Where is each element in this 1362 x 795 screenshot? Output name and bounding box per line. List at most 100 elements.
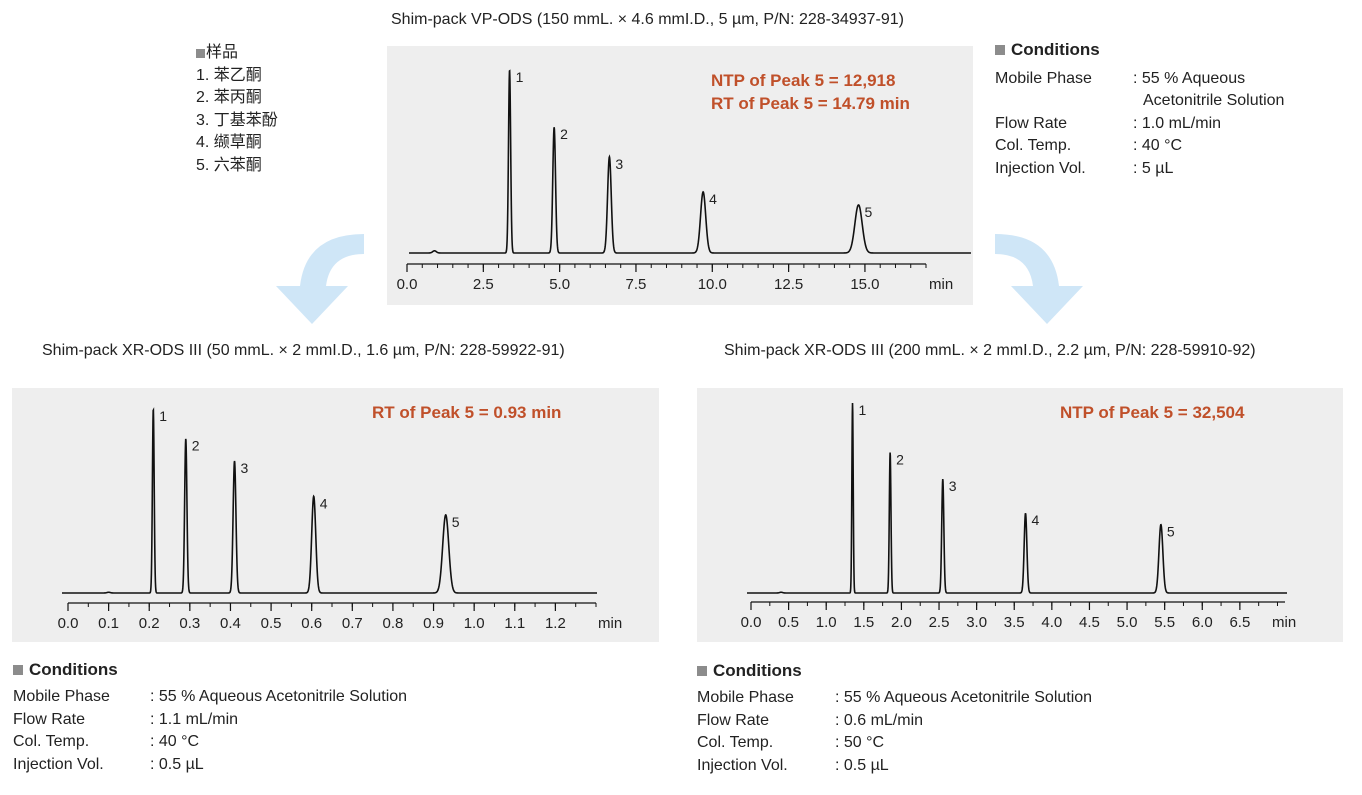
peak-label: 5: [1167, 524, 1175, 540]
x-axis-unit: min: [598, 615, 622, 632]
condition-label: Col. Temp.: [13, 733, 90, 750]
condition-label: Mobile Phase: [13, 688, 110, 705]
tick-label: 0.6: [301, 615, 322, 632]
condition-value: : 55 % Aqueous: [1133, 70, 1246, 87]
peak-label: 3: [615, 156, 623, 172]
condition-label: Col. Temp.: [697, 734, 774, 751]
tick-label: 0.5: [778, 614, 799, 631]
chromatogram-trace: [409, 69, 971, 254]
tick-label: 0.3: [179, 615, 200, 632]
peak-label: 1: [516, 69, 524, 85]
condition-value: : 55 % Aqueous Acetonitrile Solution: [835, 689, 1093, 706]
peak-label: 4: [1032, 512, 1040, 528]
tick-label: 1.1: [504, 615, 525, 632]
tick-label: 0.1: [98, 615, 119, 632]
tick-label: 5.0: [549, 276, 570, 293]
sample-heading-text: 样品: [206, 44, 239, 61]
chart-title-top: Shim-pack VP-ODS (150 mmL. × 4.6 mmI.D.,…: [391, 11, 904, 28]
square-bullet-icon: [995, 45, 1005, 55]
tick-label: 5.0: [1117, 614, 1138, 631]
tick-label: 5.5: [1154, 614, 1175, 631]
x-axis-unit: min: [929, 276, 953, 293]
peak-label: 2: [896, 451, 904, 467]
sample-item: 3. 丁基苯酚: [196, 111, 278, 129]
tick-label: 0.4: [220, 615, 241, 632]
tick-label: 1.0: [816, 614, 837, 631]
chromatogram-trace: [747, 403, 1287, 594]
tick-label: 1.2: [545, 615, 566, 632]
curved-arrow-left-icon: [276, 234, 364, 324]
tick-label: 1.5: [853, 614, 874, 631]
chart-title-left: Shim-pack XR-ODS III (50 mmL. × 2 mmI.D.…: [42, 342, 565, 359]
peak-label: 3: [241, 460, 249, 476]
condition-value-cont: Acetonitrile Solution: [1143, 92, 1285, 109]
condition-label: Mobile Phase: [995, 70, 1092, 87]
tick-label: 3.5: [1004, 614, 1025, 631]
condition-value: : 55 % Aqueous Acetonitrile Solution: [150, 688, 408, 705]
chromatogram-top: 0.0 2.5 5.0 7.5 10.0 12.5 15.0 min 1 2 3 4 5: [397, 69, 971, 293]
condition-label: Injection Vol.: [995, 160, 1086, 177]
chart-panel-left: 0.0 0.1 0.2 0.3 0.4 0.5 0.6 0.7 0.8 0.9 1.0 1.1 1.2 m…: [12, 388, 659, 642]
chart-panel-top: 0.0 2.5 5.0 7.5 10.0 12.5 15.0 min 1 2 3 4 5 NTP of …: [387, 46, 973, 305]
sample-item: 2. 苯丙酮: [196, 89, 262, 106]
tick-label: 10.0: [698, 276, 727, 293]
condition-label: Flow Rate: [13, 711, 86, 728]
tick-label: 4.0: [1041, 614, 1062, 631]
tick-label: 0.7: [342, 615, 363, 632]
tick-label: 6.0: [1192, 614, 1213, 631]
conditions-right: Conditions Mobile Phase : 55 % Aqueous A…: [697, 661, 1257, 786]
sample-list: 样品 1. 苯乙酮 2. 苯丙酮 3. 丁基苯酚 4. 缬草酮 5. 六苯酮: [196, 42, 278, 177]
tick-label: 0.0: [397, 276, 418, 293]
condition-label: Mobile Phase: [697, 689, 794, 706]
chart-panel-right: 0.0 0.5 1.0 1.5 2.0 2.5 3.0 3.5 4.0 4.5 5.0 5.5 6.0 6…: [697, 388, 1343, 642]
conditions-left: Conditions Mobile Phase : 55 % Aqueous A…: [13, 660, 573, 785]
sample-list-heading: 样品: [196, 42, 278, 65]
tick-label: 0.0: [58, 615, 79, 632]
peak-label: 4: [709, 191, 717, 207]
tick-label: 2.0: [891, 614, 912, 631]
condition-value: : 0.5 µL: [835, 757, 889, 774]
tick-label: 0.9: [423, 615, 444, 632]
chromatogram-trace: [62, 407, 597, 594]
tick-label: 12.5: [774, 276, 803, 293]
condition-value: : 5 µL: [1133, 160, 1174, 177]
peak-label: 4: [320, 495, 328, 511]
condition-value: : 0.5 µL: [150, 756, 204, 773]
tick-label: 0.2: [139, 615, 160, 632]
condition-label: Col. Temp.: [995, 137, 1072, 154]
tick-label: 1.0: [464, 615, 485, 632]
condition-value: : 1.0 mL/min: [1133, 115, 1222, 132]
condition-value: : 40 °C: [1133, 137, 1183, 154]
condition-label: Flow Rate: [995, 115, 1068, 132]
conditions-heading: Conditions: [13, 660, 573, 680]
condition-label: Injection Vol.: [697, 757, 788, 774]
tick-label: 0.5: [261, 615, 282, 632]
conditions-heading-text: Conditions: [713, 661, 802, 680]
peak-label: 1: [859, 402, 867, 418]
tick-label: 0.0: [741, 614, 762, 631]
conditions-heading: Conditions: [697, 661, 1257, 681]
conditions-heading: Conditions: [995, 40, 1355, 60]
tick-label: 15.0: [850, 276, 879, 293]
peak-label: 5: [865, 204, 873, 220]
x-axis-unit: min: [1272, 614, 1296, 631]
tick-label: 6.5: [1229, 614, 1250, 631]
tick-label: 0.8: [382, 615, 403, 632]
conditions-top: Conditions Mobile Phase : 55 % Aqueous A…: [995, 40, 1355, 190]
conditions-heading-text: Conditions: [29, 660, 118, 679]
condition-label: Injection Vol.: [13, 756, 104, 773]
condition-value: : 1.1 mL/min: [150, 711, 239, 728]
sample-item: 1. 苯乙酮: [196, 66, 262, 84]
tick-label: 7.5: [626, 276, 647, 293]
peak-label: 5: [452, 514, 460, 530]
square-bullet-icon: [697, 666, 707, 676]
chromatogram-left: 0.0 0.1 0.2 0.3 0.4 0.5 0.6 0.7 0.8 0.9 1.0 1.1 1.2 m…: [58, 407, 622, 632]
conditions-heading-text: Conditions: [1011, 40, 1100, 59]
condition-label: Flow Rate: [697, 712, 770, 729]
chromatogram-right: 0.0 0.5 1.0 1.5 2.0 2.5 3.0 3.5 4.0 4.5 5.0 5.5 6.0 6…: [741, 402, 1297, 631]
condition-value: : 40 °C: [150, 733, 200, 750]
square-bullet-icon: [196, 48, 205, 58]
sample-item: 5. 六苯酮: [196, 156, 262, 174]
tick-label: 2.5: [473, 276, 494, 293]
annotation-ntp: NTP of Peak 5 = 12,918: [711, 71, 896, 90]
